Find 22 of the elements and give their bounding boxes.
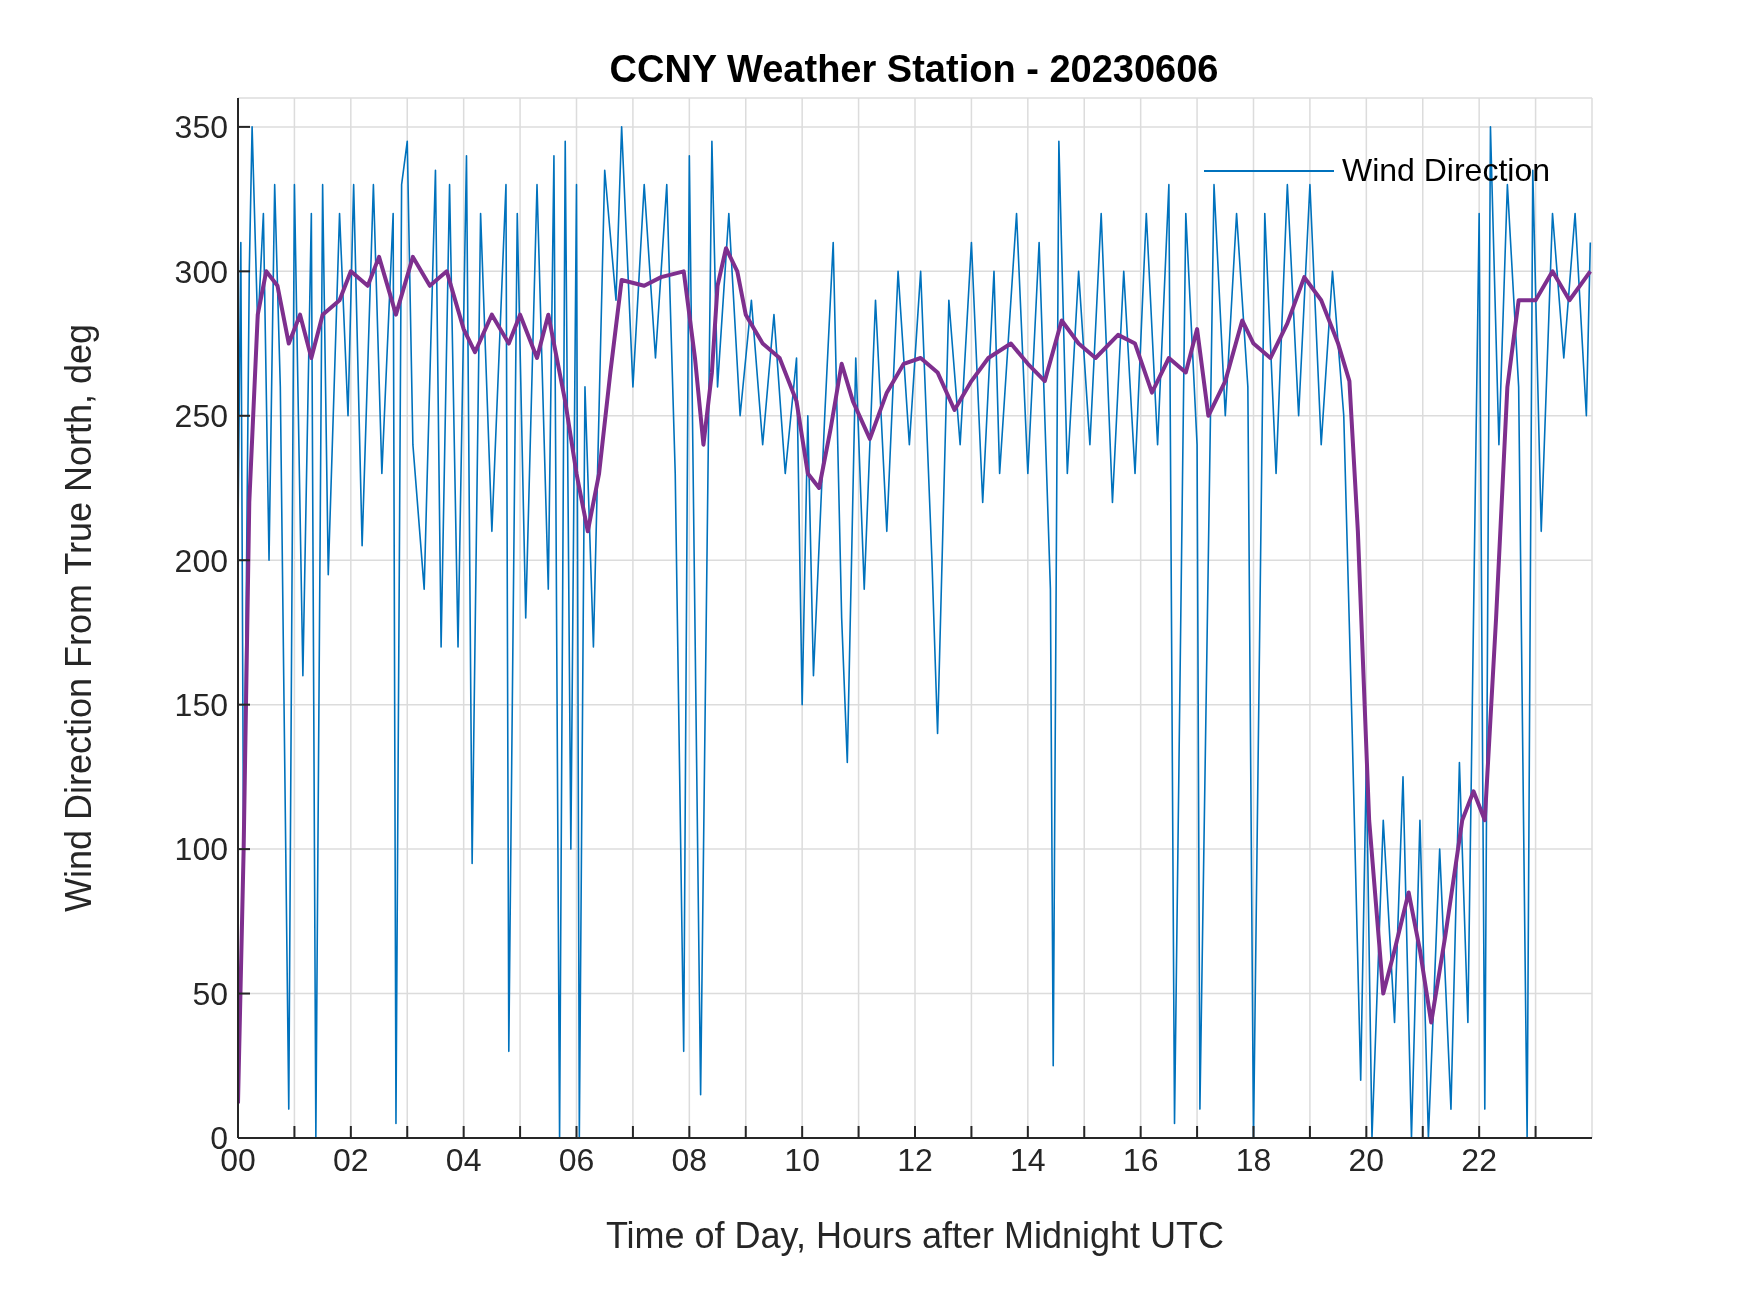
x-tick-label: 20	[1348, 1141, 1385, 1178]
x-tick-label: 04	[445, 1141, 482, 1178]
y-tick-label: 150	[174, 687, 228, 724]
x-tick-label: 14	[1010, 1141, 1046, 1178]
x-tick-label: 02	[333, 1141, 369, 1178]
x-tick-label: 22	[1461, 1141, 1497, 1178]
x-tick-label: 16	[1122, 1141, 1159, 1178]
y-tick-label: 100	[174, 831, 228, 868]
y-tick-label: 200	[174, 542, 228, 579]
y-tick-label: 350	[174, 109, 228, 146]
x-tick-label: 06	[558, 1141, 595, 1178]
y-tick-label: 300	[174, 253, 228, 290]
x-tick-label: 12	[897, 1141, 933, 1178]
x-axis-title: Time of Day, Hours after Midnight UTC	[605, 1215, 1225, 1256]
x-tick-label: 08	[671, 1141, 708, 1178]
x-tick-label: 18	[1235, 1141, 1272, 1178]
y-tick-label: 250	[174, 398, 228, 435]
line-series	[238, 246, 1592, 1106]
chart-title: CCNY Weather Station - 20230606	[608, 48, 1220, 91]
x-tick-label: 10	[784, 1141, 820, 1178]
y-tick-label: 50	[192, 975, 228, 1012]
y-axis-title: Wind Direction From True North, deg	[57, 323, 99, 913]
